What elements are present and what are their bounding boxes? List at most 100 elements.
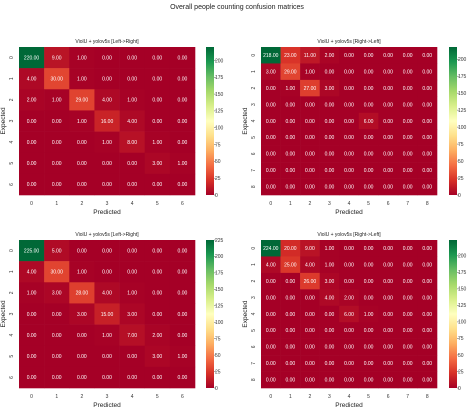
- confusion-matrix-3: ViolU + yolov5s [Left->Right] 225.00 5.00 0…: [0, 232, 224, 407]
- heatmap-cell: [69, 47, 95, 69]
- heatmap-cell: [69, 68, 95, 90]
- heatmap-cell: [44, 110, 70, 132]
- x-tick-label: 3: [106, 201, 109, 207]
- y-tick-label: 5: [251, 136, 257, 139]
- heatmap-cell: [378, 371, 399, 389]
- cell-value-label: 0.00: [422, 295, 432, 301]
- heatmap-cell: [339, 63, 360, 81]
- cell-value-label: 0.00: [325, 135, 335, 141]
- cell-value-label: 0.00: [383, 262, 393, 268]
- cell-value-label: 2.00: [152, 333, 162, 339]
- y-tick-label: 1: [9, 270, 15, 273]
- cell-value-label: 0.00: [364, 279, 374, 285]
- heatmap-cell: [319, 305, 340, 323]
- cell-value-label: 0.00: [127, 182, 137, 188]
- cell-value-label: 0.00: [266, 279, 276, 285]
- x-tick-label: 2: [80, 394, 83, 400]
- heatmap-cell: [44, 152, 70, 175]
- colorbar-tick-label: 175: [458, 270, 467, 276]
- y-tick-label: 7: [251, 169, 257, 172]
- heatmap-cell: [169, 89, 196, 111]
- heatmap-cell: [261, 240, 281, 257]
- heatmap-cell: [319, 47, 340, 64]
- cell-value-label: 0.00: [178, 98, 188, 104]
- cell-value-label: 2.00: [344, 295, 354, 301]
- cell-value-label: 0.00: [422, 168, 432, 174]
- heatmap-cell: [417, 47, 438, 64]
- cell-value-label: 0.00: [27, 375, 37, 381]
- cell-value-label: 4.00: [127, 119, 137, 125]
- cell-value-label: 0.00: [422, 86, 432, 92]
- heatmap-cell: [358, 112, 379, 130]
- heatmap-cell: [300, 371, 320, 389]
- heatmap-cell: [69, 131, 95, 154]
- cell-value-label: 0.00: [102, 248, 112, 254]
- y-axis-label: Expected: [242, 300, 249, 327]
- cell-value-label: 0.00: [383, 246, 393, 252]
- cell-value-label: 4.00: [102, 98, 112, 104]
- heatmap-cell: [397, 47, 418, 64]
- heatmap-cell: [144, 261, 171, 283]
- heatmap-cell: [144, 110, 171, 132]
- heatmap-cell: [397, 162, 418, 179]
- colorbar-tick-label: 50: [215, 353, 221, 359]
- cell-value-label: 0.00: [325, 69, 335, 75]
- heatmap-cell: [261, 96, 281, 114]
- cell-value-label: 1.00: [325, 262, 335, 268]
- cell-value-label: 0.00: [403, 119, 413, 125]
- cell-value-label: 1.00: [364, 312, 374, 318]
- heatmap-cell: [280, 129, 301, 146]
- heatmap-cell: [44, 173, 70, 196]
- x-tick-label: 6: [181, 201, 184, 207]
- cell-value-label: 0.00: [285, 312, 295, 318]
- y-axis-label: Expected: [242, 107, 249, 134]
- cell-value-label: 224.00: [263, 246, 279, 252]
- heatmap-cell: [339, 289, 360, 307]
- cell-value-label: 0.00: [344, 168, 354, 174]
- heatmap-cell: [339, 256, 360, 274]
- colorbar-tick-label: 175: [458, 74, 467, 80]
- heatmap-cell: [280, 371, 301, 389]
- x-tick-label: 1: [289, 201, 292, 207]
- heatmap-cell: [300, 96, 320, 114]
- cell-value-label: 0.00: [178, 119, 188, 125]
- heatmap-cell: [319, 79, 340, 97]
- cell-value-label: 0.00: [178, 140, 188, 146]
- cell-value-label: 7.00: [127, 333, 137, 339]
- cell-value-label: 0.00: [77, 354, 87, 360]
- heatmap-cell: [300, 256, 320, 274]
- heatmap-cell: [319, 371, 340, 389]
- cell-value-label: 0.00: [52, 333, 62, 339]
- heatmap-cell: [358, 47, 379, 64]
- y-tick-label: 8: [251, 185, 257, 188]
- heatmap-cell: [169, 68, 196, 90]
- cell-value-label: 30.00: [50, 77, 63, 83]
- cell-value-label: 0.00: [266, 185, 276, 191]
- heatmap-cell: [280, 289, 301, 307]
- heatmap-cell: [358, 338, 379, 356]
- cell-value-label: 29.00: [284, 69, 297, 75]
- y-tick-label: 8: [251, 378, 257, 381]
- cell-value-label: 1.00: [178, 161, 188, 167]
- cell-value-label: 0.00: [383, 168, 393, 174]
- heatmap-cell: [94, 324, 120, 347]
- cell-value-label: 0.00: [127, 248, 137, 254]
- heatmap-cell: [397, 63, 418, 81]
- heatmap-cell: [417, 305, 438, 323]
- heatmap-cell: [397, 272, 418, 290]
- cell-value-label: 0.00: [127, 354, 137, 360]
- heatmap-cell: [169, 47, 196, 69]
- heatmap-cell: [300, 272, 320, 290]
- colorbar-tick-label: 225: [215, 238, 224, 244]
- heatmap-cell: [280, 322, 301, 339]
- heatmap-cell: [300, 322, 320, 339]
- cell-value-label: 0.00: [383, 295, 393, 301]
- cell-value-label: 0.00: [344, 69, 354, 75]
- cell-value-label: 0.00: [403, 295, 413, 301]
- heatmap-cell: [319, 289, 340, 307]
- cell-value-label: 0.00: [305, 152, 315, 158]
- heatmap-cell: [378, 322, 399, 339]
- cell-value-label: 0.00: [178, 77, 188, 83]
- heatmap-cell: [319, 256, 340, 274]
- cell-value-label: 0.00: [364, 152, 374, 158]
